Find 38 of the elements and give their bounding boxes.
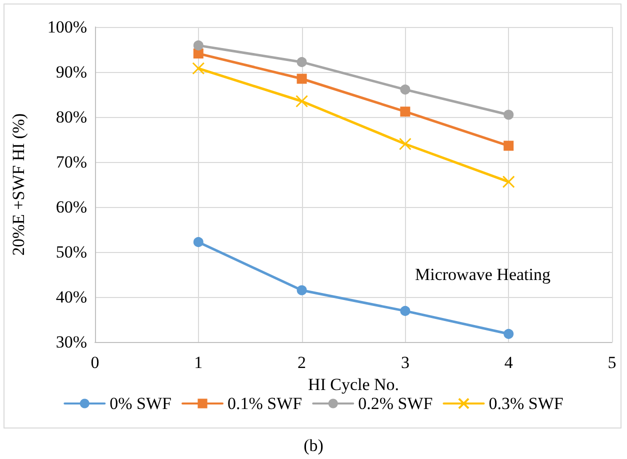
- x-tick-label: 3: [400, 353, 410, 372]
- point: [296, 57, 307, 68]
- x-tick-label: 1: [194, 353, 203, 372]
- point: [400, 84, 410, 95]
- point: [296, 95, 308, 108]
- x-tick-label: 5: [608, 353, 616, 372]
- legend-label: 0% SWF: [110, 394, 172, 413]
- x-tick-label: 4: [504, 353, 514, 372]
- y-tick-label: 50%: [56, 242, 87, 262]
- y-tick-label: 60%: [56, 198, 87, 216]
- point: [504, 110, 514, 120]
- point: [193, 40, 204, 50]
- point: [296, 285, 307, 296]
- point: [398, 138, 412, 150]
- point: [296, 74, 307, 84]
- x-tick-label: 0: [90, 353, 100, 372]
- text: (b): [304, 436, 324, 455]
- point: [502, 176, 515, 188]
- annotation: Microwave Heating: [415, 265, 551, 284]
- point: [504, 140, 514, 151]
- y-tick-label: 90%: [56, 62, 87, 82]
- point: [400, 106, 410, 117]
- point: [193, 48, 204, 59]
- legend-label: 0.3% SWF: [488, 394, 564, 413]
- point: [193, 237, 204, 248]
- y-tick-label: 40%: [56, 288, 87, 306]
- point: [504, 328, 514, 339]
- x-tick-label: 2: [298, 353, 306, 372]
- y-tick-label: 30%: [56, 332, 87, 352]
- y-axis-title: 20%E +SWF HI (%): [9, 113, 28, 256]
- y-tick-label: 100%: [47, 18, 87, 36]
- x-axis-title: HI Cycle No.: [308, 375, 400, 394]
- y-tick-label: 80%: [56, 108, 87, 126]
- y-tick-label: 70%: [56, 152, 87, 172]
- point: [400, 306, 410, 316]
- legend-label: 0.2% SWF: [358, 394, 433, 413]
- legend-label: 0.1% SWF: [228, 394, 302, 413]
- point: [192, 62, 205, 75]
